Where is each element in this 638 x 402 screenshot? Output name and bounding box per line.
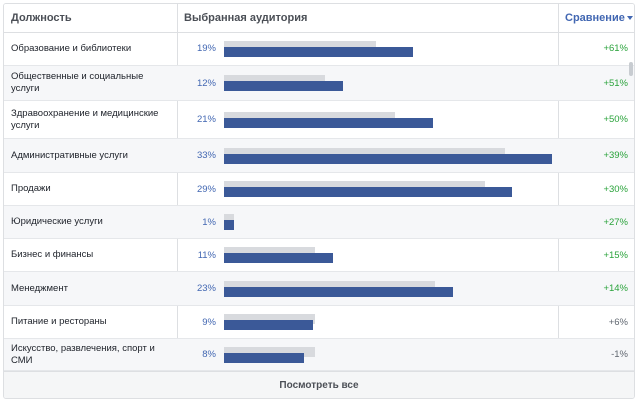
table-row: Бизнес и финансы 11% +15%	[4, 239, 634, 272]
row-percent: 33%	[196, 150, 216, 161]
row-percent: 8%	[202, 349, 216, 360]
baseline-bar	[224, 281, 435, 291]
baseline-bar	[224, 41, 377, 51]
chevron-down-icon	[626, 16, 633, 21]
row-percent: 1%	[202, 217, 216, 228]
column-divider	[558, 4, 559, 370]
row-compare: +27%	[603, 217, 628, 228]
row-percent: 21%	[196, 114, 216, 125]
table-row: Продажи 29% +30%	[4, 173, 634, 206]
audience-bar	[224, 81, 344, 91]
column-divider	[177, 4, 178, 370]
baseline-bar	[224, 112, 395, 122]
table-row: Менеджмент 23% +14%	[4, 272, 634, 306]
audience-bar	[224, 253, 334, 263]
baseline-bar	[224, 148, 506, 158]
header-audience: Выбранная аудитория	[184, 12, 308, 24]
audience-bar	[224, 154, 552, 164]
row-label: Образование и библиотеки	[11, 43, 132, 54]
row-compare: +51%	[603, 78, 628, 89]
baseline-bar	[224, 347, 316, 357]
audience-bar	[224, 320, 314, 330]
audience-bar	[224, 220, 234, 230]
audience-table: Должность Выбранная аудитория Сравнение …	[3, 3, 635, 399]
baseline-bar	[224, 214, 234, 224]
audience-bar	[224, 287, 453, 297]
row-compare: +6%	[608, 317, 628, 328]
audience-bar	[224, 47, 413, 57]
compare-header-label: Сравнение	[565, 12, 625, 24]
scrollbar-thumb[interactable]	[629, 62, 633, 76]
row-label: Питание и рестораны	[11, 316, 107, 327]
table-row: Административные услуги 33% +39%	[4, 139, 634, 173]
table-row: Общественные и социальные услуги 12% +51%	[4, 66, 634, 101]
table-row: Питание и рестораны 9% +6%	[4, 306, 634, 339]
row-percent: 19%	[196, 43, 216, 54]
row-compare: -1%	[611, 349, 628, 360]
scrollbar[interactable]	[628, 32, 634, 370]
audience-bar	[224, 353, 304, 363]
audience-bar	[224, 118, 433, 128]
table-row: Здравоохранение и медицинские услуги 21% +…	[4, 101, 634, 139]
row-label: Менеджмент	[11, 283, 68, 294]
row-compare: +39%	[603, 150, 628, 161]
baseline-bar	[224, 75, 326, 85]
audience-bar	[224, 187, 513, 197]
row-compare: +14%	[603, 283, 628, 294]
row-percent: 12%	[196, 78, 216, 89]
row-percent: 29%	[196, 184, 216, 195]
table-header: Должность Выбранная аудитория Сравнение	[4, 4, 634, 33]
table-row: Искусство, развлечения, спорт и СМИ 8% -1%	[4, 339, 634, 371]
row-label: Юридические услуги	[11, 216, 103, 227]
table-row: Образование и библиотеки 19% +61%	[4, 32, 634, 66]
row-label: Здравоохранение и медицинские услуги	[11, 108, 159, 131]
row-compare: +50%	[603, 114, 628, 125]
header-title: Должность	[11, 12, 72, 24]
row-compare: +15%	[603, 250, 628, 261]
row-percent: 9%	[202, 317, 216, 328]
see-all-button[interactable]: Посмотреть все	[4, 371, 634, 398]
row-compare: +30%	[603, 184, 628, 195]
row-label: Продажи	[11, 183, 51, 194]
table-row: Юридические услуги 1% +27%	[4, 206, 634, 239]
compare-sort-button[interactable]: Сравнение	[565, 4, 633, 32]
baseline-bar	[224, 181, 486, 191]
row-label: Административные услуги	[11, 150, 128, 161]
row-percent: 11%	[197, 250, 216, 261]
row-label: Бизнес и финансы	[11, 249, 94, 260]
row-label: Искусство, развлечения, спорт и СМИ	[11, 343, 155, 366]
row-label: Общественные и социальные услуги	[11, 71, 144, 94]
baseline-bar	[224, 314, 316, 324]
row-percent: 23%	[196, 283, 216, 294]
row-compare: +61%	[603, 43, 628, 54]
baseline-bar	[224, 247, 316, 257]
